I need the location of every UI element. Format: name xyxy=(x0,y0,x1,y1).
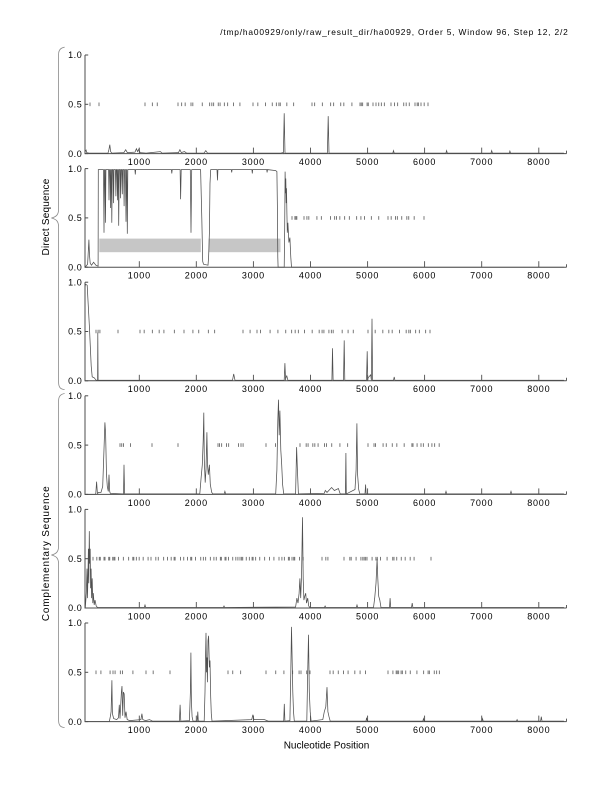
svg-text:5000: 5000 xyxy=(356,611,379,621)
svg-text:4000: 4000 xyxy=(299,384,322,394)
svg-text:7000: 7000 xyxy=(470,611,493,621)
svg-text:6000: 6000 xyxy=(413,271,436,281)
svg-text:6000: 6000 xyxy=(413,611,436,621)
svg-text:6000: 6000 xyxy=(413,498,436,508)
svg-text:2000: 2000 xyxy=(185,725,208,735)
svg-text:2000: 2000 xyxy=(185,271,208,281)
svg-text:3000: 3000 xyxy=(242,498,265,508)
svg-text:2000: 2000 xyxy=(185,611,208,621)
svg-text:7000: 7000 xyxy=(470,725,493,735)
svg-text:8000: 8000 xyxy=(527,271,550,281)
svg-text:1.0: 1.0 xyxy=(68,391,82,401)
svg-text:2000: 2000 xyxy=(185,384,208,394)
svg-text:4000: 4000 xyxy=(299,498,322,508)
svg-text:7000: 7000 xyxy=(470,384,493,394)
svg-text:8000: 8000 xyxy=(527,157,550,167)
svg-text:8000: 8000 xyxy=(527,611,550,621)
svg-text:8000: 8000 xyxy=(527,498,550,508)
svg-text:1.0: 1.0 xyxy=(68,277,82,287)
svg-text:7000: 7000 xyxy=(470,157,493,167)
svg-text:1.0: 1.0 xyxy=(68,50,82,60)
svg-text:2000: 2000 xyxy=(185,498,208,508)
svg-text:1.0: 1.0 xyxy=(68,505,82,515)
svg-text:0.0: 0.0 xyxy=(68,490,82,500)
svg-text:4000: 4000 xyxy=(299,725,322,735)
svg-text:0.0: 0.0 xyxy=(68,262,82,272)
svg-text:1000: 1000 xyxy=(128,611,151,621)
svg-text:0.5: 0.5 xyxy=(68,440,82,450)
svg-text:1000: 1000 xyxy=(128,271,151,281)
svg-text:4000: 4000 xyxy=(299,271,322,281)
svg-text:0.5: 0.5 xyxy=(68,213,82,223)
svg-text:5000: 5000 xyxy=(356,157,379,167)
svg-text:5000: 5000 xyxy=(356,384,379,394)
svg-text:3000: 3000 xyxy=(242,725,265,735)
svg-text:/tmp/ha00929/only/raw_result_d: /tmp/ha00929/only/raw_result_dir/ha00929… xyxy=(220,27,568,37)
svg-text:6000: 6000 xyxy=(413,384,436,394)
svg-text:5000: 5000 xyxy=(356,498,379,508)
svg-text:1000: 1000 xyxy=(128,725,151,735)
svg-text:8000: 8000 xyxy=(527,384,550,394)
svg-text:3000: 3000 xyxy=(242,611,265,621)
svg-text:0.5: 0.5 xyxy=(68,100,82,110)
svg-text:5000: 5000 xyxy=(356,725,379,735)
svg-text:Nucleotide Position: Nucleotide Position xyxy=(284,740,370,751)
svg-text:4000: 4000 xyxy=(299,157,322,167)
svg-text:4000: 4000 xyxy=(299,611,322,621)
svg-text:1000: 1000 xyxy=(128,384,151,394)
svg-text:0.0: 0.0 xyxy=(68,603,82,613)
svg-text:1000: 1000 xyxy=(128,157,151,167)
svg-text:0.5: 0.5 xyxy=(68,554,82,564)
svg-text:0.0: 0.0 xyxy=(68,376,82,386)
svg-text:3000: 3000 xyxy=(242,157,265,167)
svg-text:3000: 3000 xyxy=(242,384,265,394)
svg-text:3000: 3000 xyxy=(242,271,265,281)
svg-text:1.0: 1.0 xyxy=(68,618,82,628)
svg-text:0.0: 0.0 xyxy=(68,717,82,727)
svg-text:1000: 1000 xyxy=(128,498,151,508)
svg-text:1.0: 1.0 xyxy=(68,164,82,174)
svg-text:7000: 7000 xyxy=(470,271,493,281)
svg-text:6000: 6000 xyxy=(413,157,436,167)
svg-text:2000: 2000 xyxy=(185,157,208,167)
svg-text:Direct Sequence: Direct Sequence xyxy=(41,178,52,255)
svg-text:7000: 7000 xyxy=(470,498,493,508)
svg-text:0.5: 0.5 xyxy=(68,668,82,678)
svg-text:6000: 6000 xyxy=(413,725,436,735)
svg-text:Complementary Sequence: Complementary Sequence xyxy=(41,486,52,622)
svg-text:0.5: 0.5 xyxy=(68,327,82,337)
svg-text:0.0: 0.0 xyxy=(68,149,82,159)
svg-text:5000: 5000 xyxy=(356,271,379,281)
svg-text:8000: 8000 xyxy=(527,725,550,735)
